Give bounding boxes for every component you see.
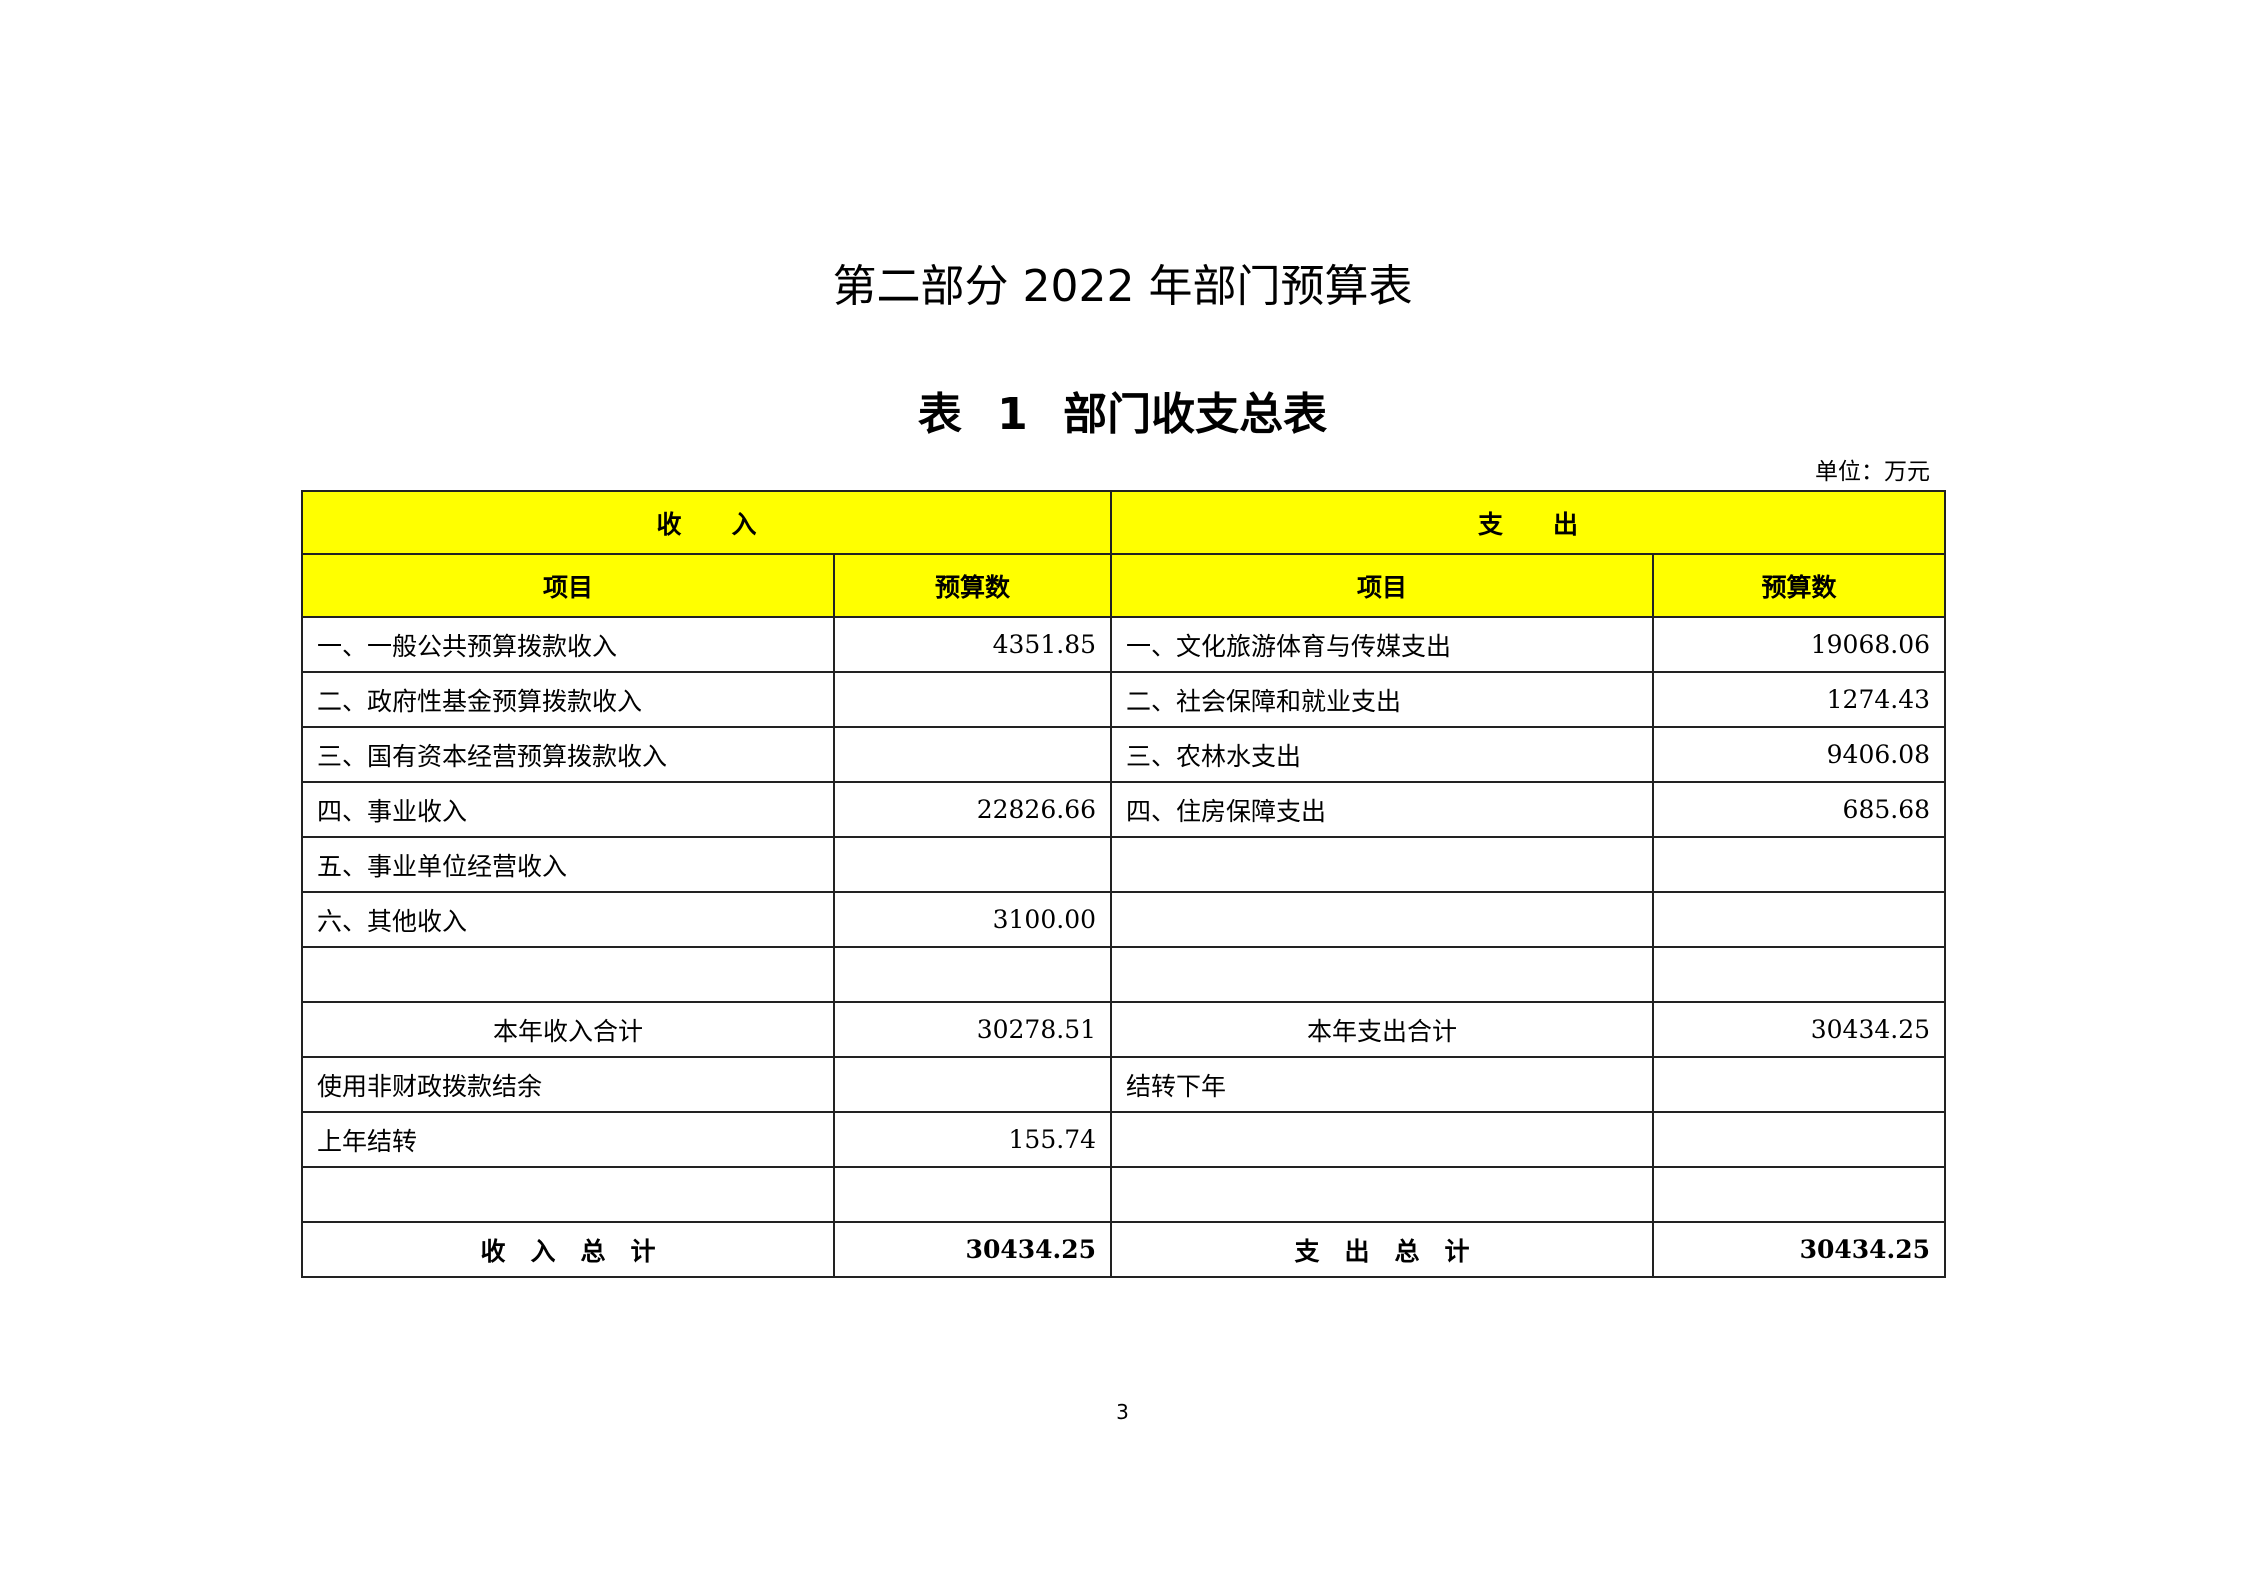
expense-item (1110, 1166, 1655, 1223)
table-title: 表 1 部门收支总表 (917, 389, 1328, 440)
income-value (832, 1056, 1113, 1113)
income-item (301, 1166, 835, 1223)
table-row: 使用非财政拨款结余 结转下年 (301, 1056, 1947, 1113)
budget-table: 收 入 支 出 项目 预算数 项目 预算数 一、一般公共预算拨款收入 4351.8… (300, 490, 1947, 1278)
table-row: 四、事业收入 22826.66 四、住房保障支出 685.68 (301, 781, 1947, 838)
expense-value: 30434.25 (1652, 1001, 1947, 1058)
expense-value: 685.68 (1652, 781, 1947, 838)
expense-item-header: 项目 (1110, 553, 1655, 618)
income-value (832, 946, 1113, 1003)
expense-value: 1274.43 (1652, 671, 1947, 728)
income-item: 五、事业单位经营收入 (301, 836, 835, 893)
table-row (301, 1166, 1947, 1223)
expense-value: 9406.08 (1652, 726, 1947, 783)
table-row: 一、一般公共预算拨款收入 4351.85 一、文化旅游体育与传媒支出 19068.06 (301, 616, 1947, 673)
income-item: 一、一般公共预算拨款收入 (301, 616, 835, 673)
income-value (832, 836, 1113, 893)
income-value (832, 671, 1113, 728)
expense-item (1110, 1111, 1655, 1168)
income-item: 二、政府性基金预算拨款收入 (301, 671, 835, 728)
column-header-row: 项目 预算数 项目 预算数 (301, 553, 1947, 618)
table-row (301, 946, 1947, 1003)
income-value: 22826.66 (832, 781, 1113, 838)
expense-value (1652, 1056, 1947, 1113)
expense-budget-header: 预算数 (1652, 553, 1947, 618)
expense-item: 四、住房保障支出 (1110, 781, 1655, 838)
income-item: 三、国有资本经营预算拨款收入 (301, 726, 835, 783)
page-title: 第二部分 2022 年部门预算表 (832, 261, 1413, 312)
income-value: 4351.85 (832, 616, 1113, 673)
income-total-label: 收 入 总 计 (301, 1221, 835, 1278)
expense-header: 支 出 (1110, 490, 1947, 555)
income-budget-header: 预算数 (832, 553, 1113, 618)
expense-value (1652, 891, 1947, 948)
expense-total-value: 30434.25 (1652, 1221, 1947, 1278)
income-value: 3100.00 (832, 891, 1113, 948)
expense-item (1110, 946, 1655, 1003)
expense-value (1652, 836, 1947, 893)
expense-item: 一、文化旅游体育与传媒支出 (1110, 616, 1655, 673)
expense-item (1110, 836, 1655, 893)
income-value: 155.74 (832, 1111, 1113, 1168)
table-row: 六、其他收入 3100.00 (301, 891, 1947, 948)
income-item: 使用非财政拨款结余 (301, 1056, 835, 1113)
expense-total-label: 支 出 总 计 (1110, 1221, 1655, 1278)
income-item: 上年结转 (301, 1111, 835, 1168)
section-header-row: 收 入 支 出 (300, 490, 1947, 555)
income-item (301, 946, 835, 1003)
income-value: 30278.51 (832, 1001, 1113, 1058)
income-value (832, 1166, 1113, 1223)
income-item: 四、事业收入 (301, 781, 835, 838)
expense-value: 19068.06 (1652, 616, 1947, 673)
expense-item: 三、农林水支出 (1110, 726, 1655, 783)
expense-item: 二、社会保障和就业支出 (1110, 671, 1655, 728)
expense-item (1110, 891, 1655, 948)
table-row: 上年结转 155.74 (301, 1111, 1947, 1168)
expense-item: 本年支出合计 (1110, 1001, 1655, 1058)
income-total-value: 30434.25 (832, 1221, 1113, 1278)
table-row: 三、国有资本经营预算拨款收入 三、农林水支出 9406.08 (301, 726, 1947, 783)
income-item: 本年收入合计 (301, 1001, 835, 1058)
expense-item: 结转下年 (1110, 1056, 1655, 1113)
income-header: 收 入 (300, 490, 1113, 555)
page-number: 3 (1116, 1400, 1129, 1424)
income-item-header: 项目 (301, 553, 835, 618)
income-value (832, 726, 1113, 783)
expense-value (1652, 946, 1947, 1003)
income-item: 六、其他收入 (301, 891, 835, 948)
unit-label: 单位：万元 (1815, 459, 1930, 485)
expense-value (1652, 1111, 1947, 1168)
table-row: 二、政府性基金预算拨款收入 二、社会保障和就业支出 1274.43 (301, 671, 1947, 728)
grand-total-row: 收 入 总 计 30434.25 支 出 总 计 30434.25 (301, 1221, 1947, 1278)
expense-value (1652, 1166, 1947, 1223)
table-row: 本年收入合计 30278.51 本年支出合计 30434.25 (301, 1001, 1947, 1058)
table-row: 五、事业单位经营收入 (301, 836, 1947, 893)
